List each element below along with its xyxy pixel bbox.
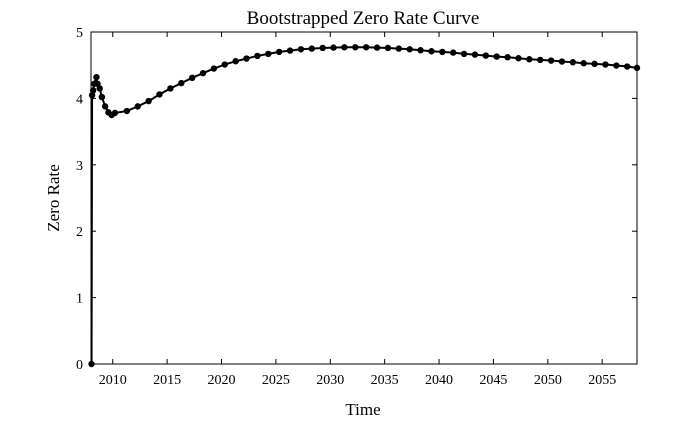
data-point [134, 103, 141, 110]
data-point [286, 47, 294, 54]
data-point [167, 85, 174, 92]
data-point [362, 44, 370, 51]
x-tick-label: 2030 [316, 373, 344, 388]
data-point [526, 56, 533, 63]
data-point [449, 49, 457, 56]
data-point [243, 55, 250, 62]
data-point [221, 61, 228, 68]
y-tick-label: 3 [76, 159, 83, 174]
y-tick-label: 4 [76, 92, 83, 107]
data-point [515, 55, 522, 62]
data-point [482, 52, 490, 59]
x-tick-label: 2055 [588, 373, 616, 388]
y-axis: 0 1 2 3 4 5 [76, 26, 637, 373]
data-point [395, 45, 403, 52]
data-point [93, 73, 100, 81]
plot-frame [90, 31, 638, 365]
data-point [232, 58, 239, 65]
x-tick-label: 2025 [262, 373, 290, 388]
data-point [145, 97, 152, 105]
y-axis-label: Zero Rate [44, 164, 63, 232]
x-tick-label: 2010 [99, 373, 127, 388]
series-line [90, 46, 638, 365]
data-point [471, 51, 479, 58]
x-axis: 2010 2015 2020 2025 2030 2035 2040 2045 2050 2055 [99, 32, 616, 388]
x-axis-label: Time [345, 400, 380, 419]
x-tick-label: 2035 [371, 373, 399, 388]
x-tick-label: 2050 [534, 373, 562, 388]
data-point [504, 54, 511, 61]
data-point [156, 91, 163, 98]
data-point [210, 65, 218, 72]
data-point [330, 44, 337, 51]
data-point [297, 46, 305, 53]
data-point [319, 44, 326, 52]
data-point [439, 48, 446, 56]
data-point [536, 56, 544, 64]
data-point [101, 103, 109, 110]
x-tick-label: 2015 [153, 373, 181, 388]
plot-area [88, 44, 641, 368]
chart-title: Bootstrapped Zero Rate Curve [247, 8, 480, 29]
data-point [254, 52, 261, 60]
data-point [547, 57, 555, 64]
data-point [178, 79, 185, 87]
y-tick-label: 2 [76, 225, 83, 240]
data-point [275, 48, 283, 56]
x-tick-label: 2045 [479, 373, 507, 388]
data-point [624, 63, 631, 70]
data-point [493, 53, 500, 60]
x-tick-label: 2040 [425, 373, 453, 388]
y-tick-label: 1 [76, 292, 83, 307]
data-point [384, 44, 392, 52]
data-point [308, 45, 315, 52]
data-point [188, 74, 196, 82]
data-point [602, 61, 609, 68]
data-point [96, 85, 103, 92]
x-tick-label: 2020 [208, 373, 236, 388]
data-point [89, 87, 97, 94]
data-point [428, 48, 435, 55]
data-point [123, 107, 131, 115]
data-point [98, 93, 106, 101]
data-point [111, 109, 119, 117]
data-point [406, 46, 413, 53]
data-point [591, 60, 598, 68]
y-tick-label: 0 [76, 358, 83, 373]
data-point [558, 58, 566, 65]
data-point [373, 44, 381, 51]
data-point [352, 44, 359, 51]
y-tick-label: 5 [76, 26, 83, 41]
data-point [341, 44, 348, 51]
data-point [460, 50, 468, 58]
data-point [199, 69, 207, 77]
data-point [613, 62, 620, 69]
data-point [265, 50, 272, 58]
data-point [417, 47, 424, 54]
data-point [580, 60, 587, 67]
data-point [569, 59, 577, 66]
